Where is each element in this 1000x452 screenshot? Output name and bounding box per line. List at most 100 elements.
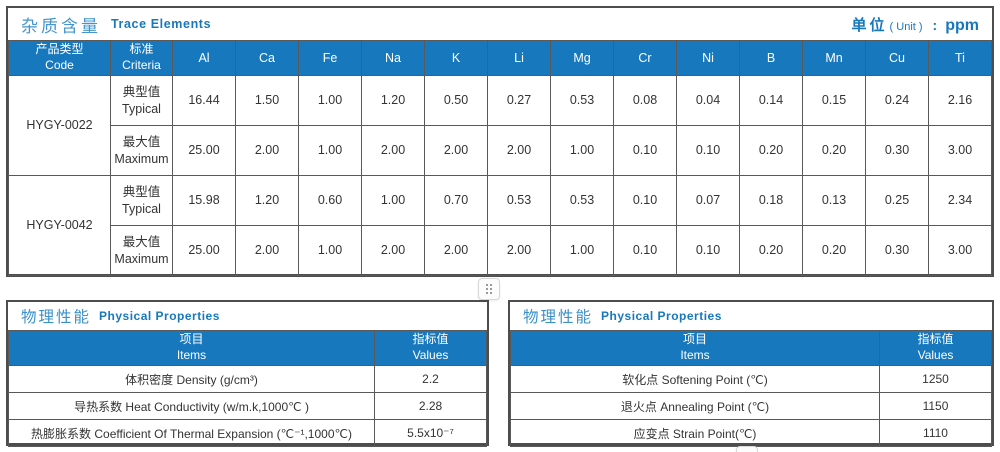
element-value-cell: 2.00 — [487, 125, 551, 176]
grip-dot — [486, 284, 488, 286]
phys-right-title-cn: 物理性能 — [523, 309, 594, 326]
element-column-header-mn: Mn — [802, 40, 866, 76]
physical-properties-left-section: 物理性能 Physical Properties 项目 Items 指标值 Va… — [6, 300, 489, 447]
element-value-cell: 0.30 — [865, 125, 929, 176]
phys-item-cell: 退火点 Annealing Point (℃) — [510, 392, 880, 420]
phys-left-row: 热膨胀系数 Coefficient Of Thermal Expansion (… — [8, 419, 487, 447]
phys-item-cell: 体积密度 Density (g/cm³) — [8, 365, 375, 393]
element-value-cell: 0.13 — [802, 175, 866, 226]
trace-table-body: HYGY-0022 典型值 Typical 16.44 1.50 1.00 1.20 0.50… — [8, 75, 992, 276]
phys-right-title-bar: 物理性能 Physical Properties — [510, 302, 992, 330]
phys-value-cell: 5.5x10⁻⁷ — [374, 419, 487, 447]
element-value-cell: 0.53 — [550, 175, 614, 226]
trace-title-en: Trace Elements — [111, 17, 212, 31]
element-column-header-ti: Ti — [928, 40, 992, 76]
grip-dot — [490, 288, 492, 290]
element-value-cell: 0.30 — [865, 225, 929, 276]
unit-en: ( Unit ) — [889, 20, 923, 33]
phys-item-cell: 导热系数 Heat Conductivity (w/m.k,1000℃ ) — [8, 392, 375, 420]
trace-data-row: 最大值 Maximum 25.00 2.00 1.00 2.00 2.00 2.00 1.00 0… — [9, 225, 992, 276]
element-value-cell: 1.00 — [550, 125, 614, 176]
phys-right-col-values-en: Values — [917, 348, 954, 362]
element-column-header-ni: Ni — [676, 40, 740, 76]
trace-data-row: HYGY-0042 典型值 Typical 15.98 1.20 0.60 1.00 0.70… — [8, 175, 992, 276]
element-value-cell: 2.00 — [361, 125, 425, 176]
drag-handle-icon[interactable] — [478, 278, 500, 300]
drag-handle-bottom-icon[interactable] — [736, 446, 758, 452]
criteria-cell: 典型值 Typical — [110, 75, 173, 126]
trace-data-row: HYGY-0022 典型值 Typical 16.44 1.50 1.00 1.20 0.50… — [8, 75, 992, 176]
grip-dot — [490, 284, 492, 286]
element-column-header-cu: Cu — [865, 40, 929, 76]
element-value-cell: 16.44 — [172, 75, 236, 126]
element-value-cell: 0.08 — [613, 75, 677, 126]
phys-value-cell: 2.2 — [374, 365, 487, 393]
trace-title-cn: 杂质含量 — [21, 16, 101, 36]
element-value-cell: 0.24 — [865, 75, 929, 126]
product-code-cell: HYGY-0022 — [8, 75, 111, 176]
phys-right-col-values-cn: 指标值 — [917, 332, 954, 347]
element-column-header-mg: Mg — [550, 40, 614, 76]
phys-right-header-row: 项目 Items 指标值 Values — [510, 330, 992, 366]
phys-left-row: 体积密度 Density (g/cm³) 2.2 — [8, 365, 487, 393]
element-value-cell: 0.50 — [424, 75, 488, 126]
unit-value: ppm — [945, 16, 979, 34]
trace-data-row: 最大值 Maximum 25.00 2.00 1.00 2.00 2.00 2.00 1.00 0… — [9, 125, 992, 176]
phys-value-cell: 1250 — [879, 365, 992, 393]
phys-value-cell: 2.28 — [374, 392, 487, 420]
element-value-cell: 0.10 — [613, 225, 677, 276]
element-value-cell: 0.20 — [802, 125, 866, 176]
criteria-cell: 最大值 Maximum — [110, 125, 173, 176]
phys-right-col-items-cn: 项目 — [682, 332, 707, 347]
element-column-header-na: Na — [361, 40, 425, 76]
phys-right-col-items: 项目 Items — [510, 330, 880, 366]
element-value-cell: 1.20 — [235, 175, 299, 226]
element-value-cell: 0.15 — [802, 75, 866, 126]
physical-properties-right-section: 物理性能 Physical Properties 项目 Items 指标值 Va… — [508, 300, 994, 447]
phys-item-cell: 应变点 Strain Point(℃) — [510, 419, 880, 447]
element-value-cell: 0.10 — [676, 125, 740, 176]
element-value-cell: 0.14 — [739, 75, 803, 126]
col-header-criteria: 标准 Criteria — [110, 40, 173, 76]
element-column-header-fe: Fe — [298, 40, 362, 76]
element-column-header-ca: Ca — [235, 40, 299, 76]
phys-left-col-items: 项目 Items — [8, 330, 375, 366]
phys-left-title-en: Physical Properties — [99, 309, 220, 323]
element-value-cell: 15.98 — [172, 175, 236, 226]
product-code-cell: HYGY-0042 — [8, 175, 111, 276]
element-value-cell: 0.53 — [550, 75, 614, 126]
element-value-cell: 1.20 — [361, 75, 425, 126]
element-column-header-li: Li — [487, 40, 551, 76]
element-value-cell: 2.34 — [928, 175, 992, 226]
element-value-cell: 1.00 — [298, 225, 362, 276]
phys-right-row: 应变点 Strain Point(℃) 1110 — [510, 419, 992, 447]
grip-dot — [486, 288, 488, 290]
phys-left-col-values: 指标值 Values — [374, 330, 487, 366]
phys-right-col-items-en: Items — [680, 348, 710, 362]
phys-right-row: 退火点 Annealing Point (℃) 1150 — [510, 392, 992, 420]
element-value-cell: 0.20 — [802, 225, 866, 276]
col-header-criteria-en: Criteria — [122, 58, 161, 72]
trace-elements-title-bar: 杂质含量 Trace Elements 单位 ( Unit ) : ppm — [8, 8, 992, 40]
element-value-cell: 1.00 — [361, 175, 425, 226]
col-header-code: 产品类型 Code — [8, 40, 111, 76]
element-value-cell: 2.00 — [361, 225, 425, 276]
col-header-code-cn: 产品类型 — [35, 42, 84, 57]
phys-left-col-values-cn: 指标值 — [412, 332, 449, 347]
element-column-header-k: K — [424, 40, 488, 76]
phys-item-cell: 热膨胀系数 Coefficient Of Thermal Expansion (… — [8, 419, 375, 447]
element-column-header-cr: Cr — [613, 40, 677, 76]
element-value-cell: 0.07 — [676, 175, 740, 226]
element-value-cell: 1.00 — [298, 125, 362, 176]
col-header-criteria-cn: 标准 — [129, 42, 154, 57]
element-value-cell: 0.20 — [739, 225, 803, 276]
element-value-cell: 1.50 — [235, 75, 299, 126]
phys-right-row: 软化点 Softening Point (℃) 1250 — [510, 365, 992, 393]
phys-left-title-bar: 物理性能 Physical Properties — [8, 302, 487, 330]
grip-dot — [486, 292, 488, 294]
element-column-header-b: B — [739, 40, 803, 76]
element-value-cell: 0.27 — [487, 75, 551, 126]
element-value-cell: 0.60 — [298, 175, 362, 226]
element-value-cell: 1.00 — [298, 75, 362, 126]
